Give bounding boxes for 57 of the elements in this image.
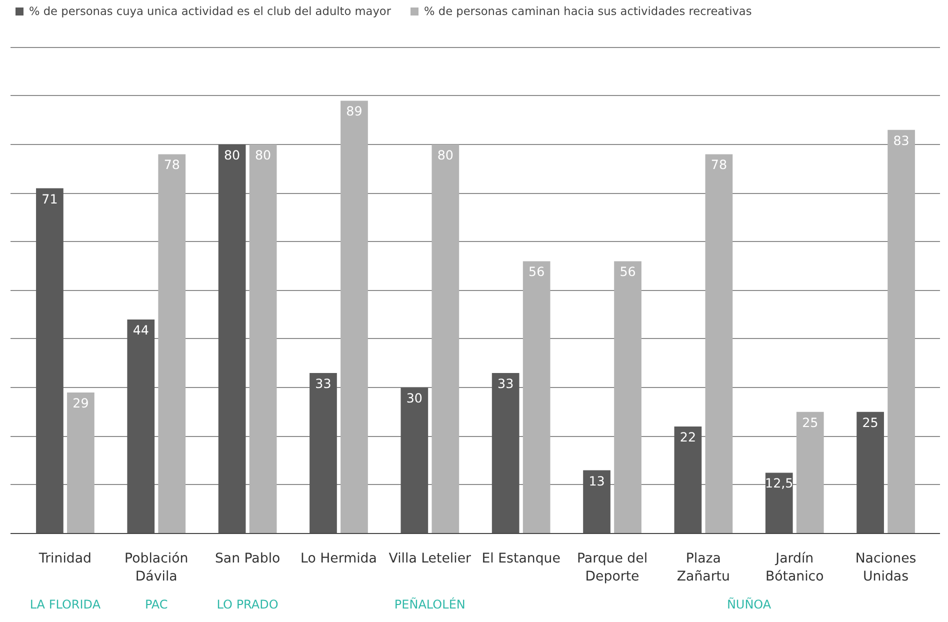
data-label: 83 [893,132,910,148]
data-label: 25 [862,414,878,430]
bar [765,472,793,534]
bar [67,392,94,534]
legend-label: % de personas caminan hacia sus actividades recreativas [424,4,752,18]
legend-label: % de personas cuya unica actividad es el club del adulto mayor [29,4,392,18]
bar [340,100,368,534]
data-label: 30 [406,390,422,406]
bar [796,412,824,534]
bar [310,373,337,534]
x-tick-label: Lo Hermida [300,552,377,566]
text: ÑUÑOA [726,596,772,612]
bar [492,373,520,534]
bar [36,188,64,534]
bar [614,261,642,534]
data-label: 56 [620,264,636,280]
data-label: 25 [802,414,818,430]
text: PAC [144,598,168,612]
x-tick-label: Jardín Bótanico [765,552,824,584]
data-label: 44 [132,322,149,338]
data-label: 71 [42,191,58,206]
x-tick-label: Naciones Unidas [855,552,916,584]
data-label: 89 [346,104,362,119]
x-tick-label: El Estanque [482,552,560,566]
data-label: 33 [315,376,332,392]
data-label: 22 [680,430,696,445]
bar [158,154,186,534]
data-label: 12,5 [765,476,794,491]
bar [705,154,733,534]
data-label: 80 [437,148,454,162]
text: LO PRADO [216,598,278,612]
bar [888,130,915,534]
x-tick-label: San Pablo [214,552,280,566]
x-tick-label: Población Dávila [124,552,188,584]
data-label: 80 [224,148,240,162]
data-label: 56 [528,264,545,280]
data-label: 80 [255,148,272,162]
bar [583,470,610,534]
data-label: 13 [588,473,605,488]
bar [674,426,702,534]
bar [856,412,884,534]
bar [218,144,246,534]
text: LA FLORIDA [30,598,102,612]
data-label: 29 [72,395,89,410]
bar [127,320,155,534]
x-tick-label: Trinidad [38,552,92,566]
x-tick-label: Villa Letelier [388,552,472,566]
data-label: 33 [498,376,514,392]
bar [432,144,460,534]
bar [249,144,277,534]
text: PEÑALOLÉN [394,596,466,612]
x-tick-label: Plaza Zañartu [676,552,730,584]
x-tick-label: Parque del Deporte [576,552,648,584]
bar [522,261,550,534]
bar [400,388,428,534]
data-label: 78 [710,157,727,172]
data-label: 78 [164,157,180,172]
